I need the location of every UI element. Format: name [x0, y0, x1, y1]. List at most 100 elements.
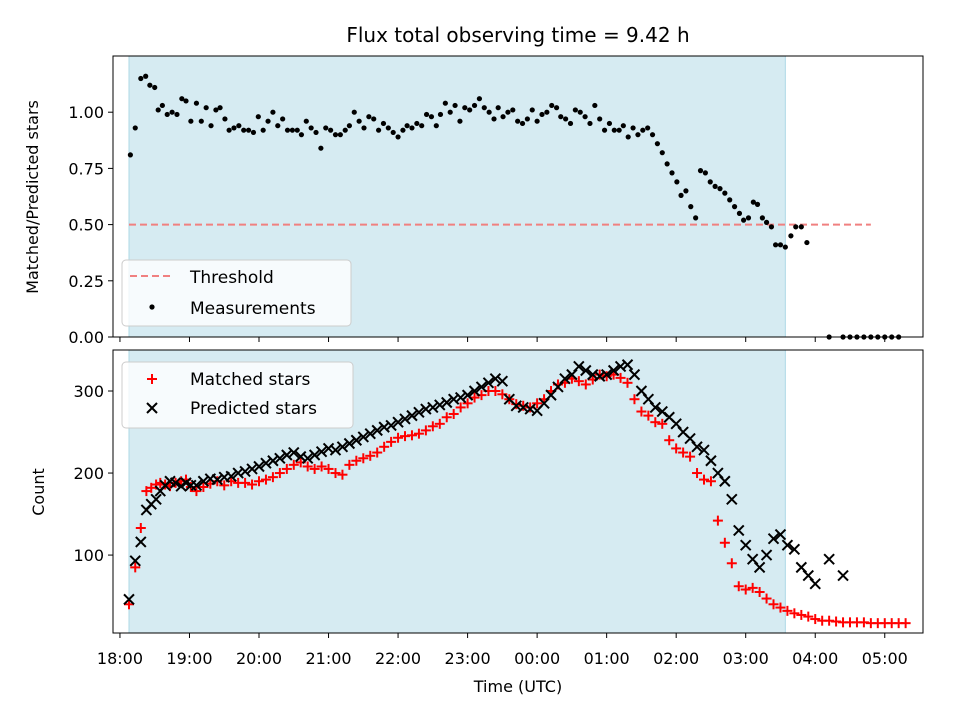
measurement-point: [486, 109, 492, 115]
matched-point: [490, 386, 501, 397]
measurement-point: [722, 190, 728, 196]
measurement-point: [471, 102, 478, 109]
measurement-point: [563, 116, 569, 122]
predicted-point: [733, 524, 745, 537]
top-y-tick-label: 1.00: [68, 103, 104, 122]
x-axis: 18:00 19:00 20:00 21:00 22:00 23:00 00:00 01:00…: [97, 337, 908, 668]
legend-measurements-swatch: [149, 304, 155, 310]
measurement-point: [203, 105, 209, 111]
measurement-point: [606, 120, 613, 127]
x-tick-label: 23:00: [445, 649, 491, 668]
predicted-point: [288, 446, 300, 459]
matched-point: [462, 398, 473, 409]
matched-point: [288, 459, 299, 470]
measurement-point: [717, 186, 723, 192]
measurement-point: [669, 170, 675, 176]
measurement-point: [241, 127, 247, 133]
measurement-point: [567, 120, 574, 127]
measurement-point: [495, 105, 501, 111]
matched-point: [789, 608, 800, 619]
measurement-point: [143, 73, 149, 79]
measurement-point: [539, 111, 545, 118]
x-axis-label: Time (UTC): [473, 677, 562, 696]
measurement-point: [505, 109, 511, 115]
predicted-point: [385, 419, 397, 432]
measurement-point: [697, 168, 704, 174]
measurement-point: [289, 127, 295, 133]
matched-point: [240, 477, 251, 488]
measurement-point: [208, 123, 214, 129]
measurement-point: [328, 127, 334, 133]
measurement-point: [147, 82, 153, 88]
measurement-point: [640, 127, 646, 133]
measurement-point: [414, 120, 420, 127]
matched-point: [678, 447, 689, 458]
matched-point: [726, 558, 737, 569]
measurement-point: [736, 210, 743, 216]
measurement-point: [707, 179, 713, 185]
measurement-point: [222, 116, 228, 122]
measurement-point: [351, 109, 357, 115]
measurement-point: [164, 111, 170, 118]
matched-point: [198, 481, 209, 492]
measurement-point: [457, 118, 463, 124]
measurement-point: [250, 129, 257, 136]
measurement-point: [577, 109, 583, 115]
measurement-point: [788, 233, 794, 239]
matched-point: [358, 453, 369, 464]
predicted-point: [260, 457, 272, 469]
predicted-point: [135, 536, 147, 548]
measurement-point: [226, 127, 232, 133]
matched-point: [810, 614, 821, 625]
measurement-point: [773, 242, 779, 248]
predicted-point: [781, 539, 794, 551]
measurement-point: [544, 109, 550, 115]
measurement-point: [750, 199, 756, 205]
matched-point: [650, 417, 661, 428]
measurement-point: [592, 102, 598, 109]
matched-point: [323, 463, 334, 474]
matched-point: [761, 593, 772, 604]
measurement-point: [727, 197, 733, 203]
matched-point: [747, 582, 758, 593]
matched-point: [900, 618, 911, 629]
measurement-point: [659, 150, 665, 156]
matched-point: [219, 480, 230, 491]
measurement-point: [433, 123, 439, 129]
top-y-tick-label: 0.75: [68, 159, 104, 178]
measurement-point: [390, 129, 396, 136]
predicted-point: [454, 391, 467, 404]
measurement-point: [798, 224, 804, 230]
predicted-point: [809, 578, 821, 590]
measurement-point: [635, 132, 641, 138]
matched-point: [337, 469, 348, 480]
measurement-point: [649, 132, 656, 138]
matched-point: [191, 486, 202, 497]
measurement-point: [524, 116, 530, 122]
x-tick-label: 20:00: [236, 649, 282, 668]
x-tick-label: 04:00: [792, 649, 838, 668]
predicted-point: [482, 377, 495, 389]
matched-point: [434, 418, 445, 429]
measurement-point: [500, 114, 506, 120]
measurement-point: [159, 102, 165, 109]
top-y-axis-label: Matched/Predicted stars: [23, 100, 42, 294]
predicted-point: [788, 543, 801, 556]
predicted-point: [123, 593, 135, 606]
measurement-point: [611, 127, 617, 133]
measurement-point: [683, 188, 689, 194]
predicted-point: [253, 460, 265, 473]
legend-matched-swatch: [147, 374, 157, 384]
measurement-point: [260, 127, 266, 133]
measurement-point: [741, 217, 747, 223]
measurement-point: [138, 75, 144, 82]
predicted-point: [239, 465, 251, 478]
predicted-point: [225, 470, 237, 483]
measurement-point: [275, 123, 281, 129]
matched-point: [754, 586, 765, 597]
matched-point: [796, 609, 807, 620]
matched-point: [316, 461, 327, 472]
measurement-point: [793, 224, 799, 230]
measurement-point: [447, 109, 453, 115]
measurement-point: [337, 132, 343, 138]
